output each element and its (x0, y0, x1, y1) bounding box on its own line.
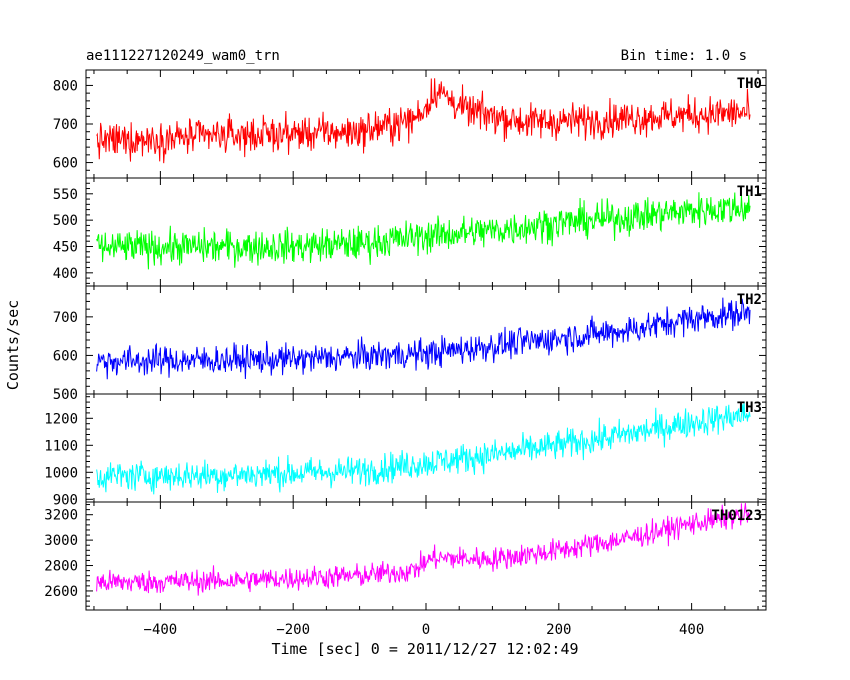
y-tick-label: 800 (53, 78, 78, 94)
y-tick-label: 400 (53, 266, 78, 282)
x-tick-label: −400 (144, 622, 178, 638)
chart-title: ae111227120249_wam0_trn (86, 48, 280, 64)
panel-label-th1: TH1 (737, 184, 762, 200)
plot-panels: 600 700 800 TH0 400 450 500 550 TH1 500 600 700 TH2 9… (44, 69, 767, 611)
panel-frame (85, 177, 767, 287)
y-tick-label: 2600 (44, 584, 78, 600)
panel-frame (85, 285, 767, 395)
y-tick-label: 500 (53, 213, 78, 229)
y-tick-label: 600 (53, 348, 78, 364)
panel-label-th0123: TH0123 (711, 508, 762, 524)
x-tick-label: 0 (422, 622, 430, 638)
panel-th2: 500 600 700 TH2 (53, 285, 767, 403)
x-tick-label: −200 (276, 622, 310, 638)
y-tick-label: 450 (53, 239, 78, 255)
y-tick-label: 1000 (44, 465, 78, 481)
bin-time-label: Bin time: 1.0 s (621, 48, 747, 64)
panel-th1: 400 450 500 550 TH1 (53, 177, 767, 287)
y-tick-label: 2800 (44, 559, 78, 575)
x-tick-label: 200 (546, 622, 571, 638)
panel-th3: 900 1000 1100 1200 TH3 (44, 393, 767, 508)
y-tick-label: 700 (53, 310, 78, 326)
series-line-th1 (96, 192, 751, 270)
x-tick-label: 400 (679, 622, 704, 638)
y-tick-label: 900 (53, 492, 78, 508)
y-tick-label: 3000 (44, 533, 78, 549)
x-axis-label: Time [sec] 0 = 2011/12/27 12:02:49 (271, 640, 578, 658)
y-tick-label: 500 (53, 387, 78, 403)
series-line-th0 (96, 78, 751, 164)
y-tick-label: 3200 (44, 508, 78, 524)
series-line-th0123 (96, 503, 751, 596)
panel-frame (85, 393, 767, 503)
panel-frame (85, 501, 767, 611)
series-line-th3 (96, 401, 751, 495)
y-tick-label: 700 (53, 117, 78, 133)
panel-frame (85, 69, 767, 179)
panel-label-th2: TH2 (737, 292, 762, 308)
panel-th0123: 2600 2800 3000 3200 TH0123 (44, 501, 767, 611)
y-tick-label: 550 (53, 187, 78, 203)
y-tick-label: 1100 (44, 438, 78, 454)
y-axis-label: Counts/sec (4, 300, 22, 390)
panel-label-th3: TH3 (737, 400, 762, 416)
series-line-th2 (96, 297, 751, 380)
y-tick-label: 600 (53, 156, 78, 172)
panel-th0: 600 700 800 TH0 (53, 69, 767, 179)
y-tick-label: 1200 (44, 411, 78, 427)
panel-label-th0: TH0 (737, 76, 762, 92)
x-axis-tick-labels: −400 −200 0 200 400 (144, 622, 705, 638)
